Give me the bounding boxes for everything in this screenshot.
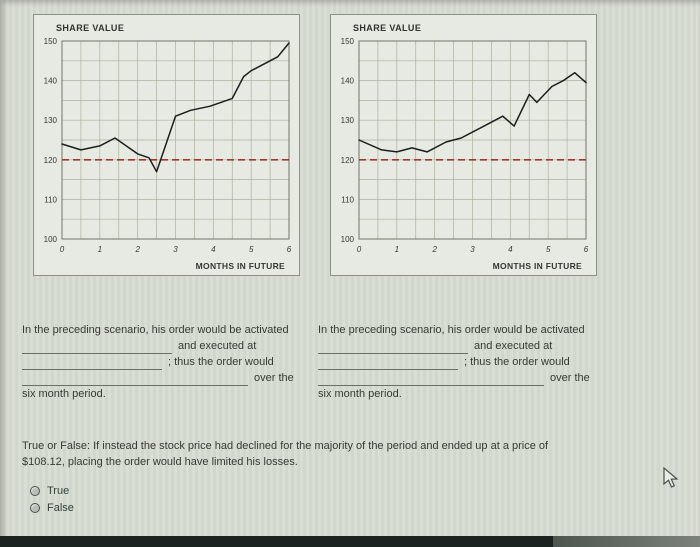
svg-text:130: 130 — [44, 116, 58, 125]
question-text: over the — [550, 372, 590, 384]
svg-text:2: 2 — [431, 245, 437, 254]
svg-text:4: 4 — [211, 245, 216, 254]
question-text: over the — [254, 372, 294, 384]
radio-true-label: True — [47, 484, 70, 497]
svg-text:140: 140 — [44, 77, 58, 86]
answer-blank-result[interactable] — [318, 372, 544, 386]
svg-text:100: 100 — [341, 235, 355, 244]
answer-blank-activation[interactable] — [318, 340, 468, 354]
radio-false-icon[interactable] — [30, 502, 40, 513]
fill-in-question-left: In the preceding scenario, his order wou… — [22, 322, 305, 402]
question-text: and executed at — [474, 340, 553, 352]
chart-title-left: SHARE VALUE — [56, 23, 125, 33]
question-text: six month period. — [22, 388, 106, 400]
tf-prompt-line1: True or False: If instead the stock pric… — [22, 440, 549, 452]
question-text: six month period. — [318, 388, 402, 400]
svg-text:150: 150 — [341, 37, 355, 46]
tf-prompt-line2: $108.12, placing the order would have li… — [22, 456, 298, 468]
svg-text:120: 120 — [341, 156, 355, 165]
fill-in-question-right: In the preceding scenario, his order wou… — [318, 322, 601, 402]
svg-text:6: 6 — [287, 245, 292, 254]
svg-text:4: 4 — [508, 245, 513, 254]
radio-option-false[interactable]: False — [30, 499, 632, 516]
question-text: ; thus the order would — [464, 356, 570, 368]
svg-text:0: 0 — [60, 245, 65, 254]
svg-text:2: 2 — [134, 245, 140, 254]
svg-text:120: 120 — [44, 156, 58, 165]
svg-text:1: 1 — [98, 245, 102, 254]
svg-text:130: 130 — [341, 116, 355, 125]
tf-options: True False — [30, 482, 632, 516]
charts-row: SHARE VALUE 100 110 120 130 140 150 0 1 2 3 4 5 6 MO… — [33, 14, 597, 276]
x-axis-label-left: MONTHS IN FUTURE — [195, 261, 285, 271]
chart-panel-right: SHARE VALUE 100 110 120 130 140 150 0 1 2 3 4 5 6 MO… — [330, 14, 597, 276]
share-value-chart-right: 100 110 120 130 140 150 0 1 2 3 4 5 6 — [341, 37, 589, 254]
question-text: ; thus the order would — [168, 356, 274, 368]
svg-text:1: 1 — [395, 245, 399, 254]
mouse-cursor-icon — [663, 467, 679, 488]
svg-text:3: 3 — [173, 245, 178, 254]
chart-panel-left: SHARE VALUE 100 110 120 130 140 150 0 1 2 3 4 5 6 MO… — [33, 14, 300, 276]
fill-in-questions: In the preceding scenario, his order wou… — [22, 322, 601, 402]
x-axis-label-right: MONTHS IN FUTURE — [492, 261, 582, 271]
radio-option-true[interactable]: True — [30, 482, 632, 499]
svg-text:5: 5 — [546, 245, 551, 254]
radio-false-label: False — [47, 501, 74, 514]
answer-blank-price[interactable] — [22, 356, 162, 370]
share-value-chart-left: 100 110 120 130 140 150 0 1 2 3 4 5 6 — [44, 37, 292, 254]
svg-text:140: 140 — [341, 77, 355, 86]
svg-text:100: 100 — [44, 235, 58, 244]
svg-text:6: 6 — [584, 245, 589, 254]
svg-text:150: 150 — [44, 37, 58, 46]
svg-text:3: 3 — [470, 245, 475, 254]
svg-text:110: 110 — [44, 195, 57, 204]
answer-blank-price[interactable] — [318, 356, 458, 370]
chart-title-right: SHARE VALUE — [353, 23, 422, 33]
question-text: In the preceding scenario, his order wou… — [22, 324, 289, 336]
question-text: In the preceding scenario, his order wou… — [318, 324, 585, 336]
answer-blank-activation[interactable] — [22, 340, 172, 354]
radio-true-icon[interactable] — [30, 485, 40, 496]
svg-text:0: 0 — [357, 245, 362, 254]
svg-text:5: 5 — [249, 245, 254, 254]
answer-blank-result[interactable] — [22, 372, 248, 386]
svg-text:110: 110 — [341, 195, 354, 204]
bottom-edge-bar — [0, 536, 700, 547]
question-text: and executed at — [178, 340, 257, 352]
true-false-question: True or False: If instead the stock pric… — [22, 438, 632, 516]
